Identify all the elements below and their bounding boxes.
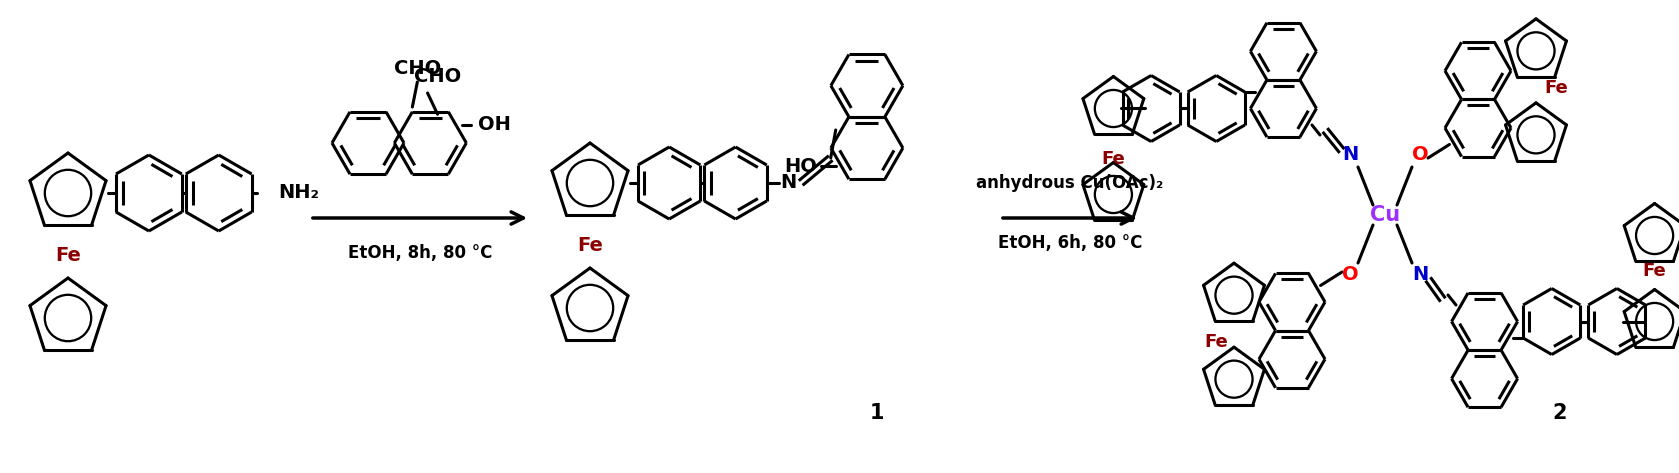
- Text: N: N: [1342, 146, 1358, 165]
- Text: CHO: CHO: [395, 60, 442, 79]
- Text: N: N: [1412, 265, 1429, 284]
- Text: Fe: Fe: [1204, 333, 1227, 351]
- Text: 2: 2: [1553, 403, 1567, 423]
- Text: O: O: [1412, 146, 1429, 165]
- Text: Fe: Fe: [1101, 149, 1125, 167]
- Text: Fe: Fe: [1545, 79, 1568, 97]
- Text: O: O: [1342, 265, 1358, 284]
- Text: EtOH, 6h, 80 °C: EtOH, 6h, 80 °C: [997, 234, 1142, 252]
- Text: EtOH, 8h, 80 °C: EtOH, 8h, 80 °C: [348, 244, 492, 262]
- Text: HO: HO: [784, 157, 818, 175]
- Text: CHO: CHO: [415, 68, 462, 87]
- Text: OH: OH: [479, 115, 510, 134]
- Text: NH₂: NH₂: [279, 184, 319, 202]
- Text: Fe: Fe: [578, 236, 603, 255]
- Text: Cu: Cu: [1370, 205, 1400, 225]
- Text: 1: 1: [870, 403, 885, 423]
- Text: Fe: Fe: [1642, 263, 1667, 280]
- Text: Fe: Fe: [55, 246, 81, 265]
- Text: N: N: [781, 174, 798, 193]
- Text: anhydrous Cu(OAc)₂: anhydrous Cu(OAc)₂: [977, 174, 1164, 192]
